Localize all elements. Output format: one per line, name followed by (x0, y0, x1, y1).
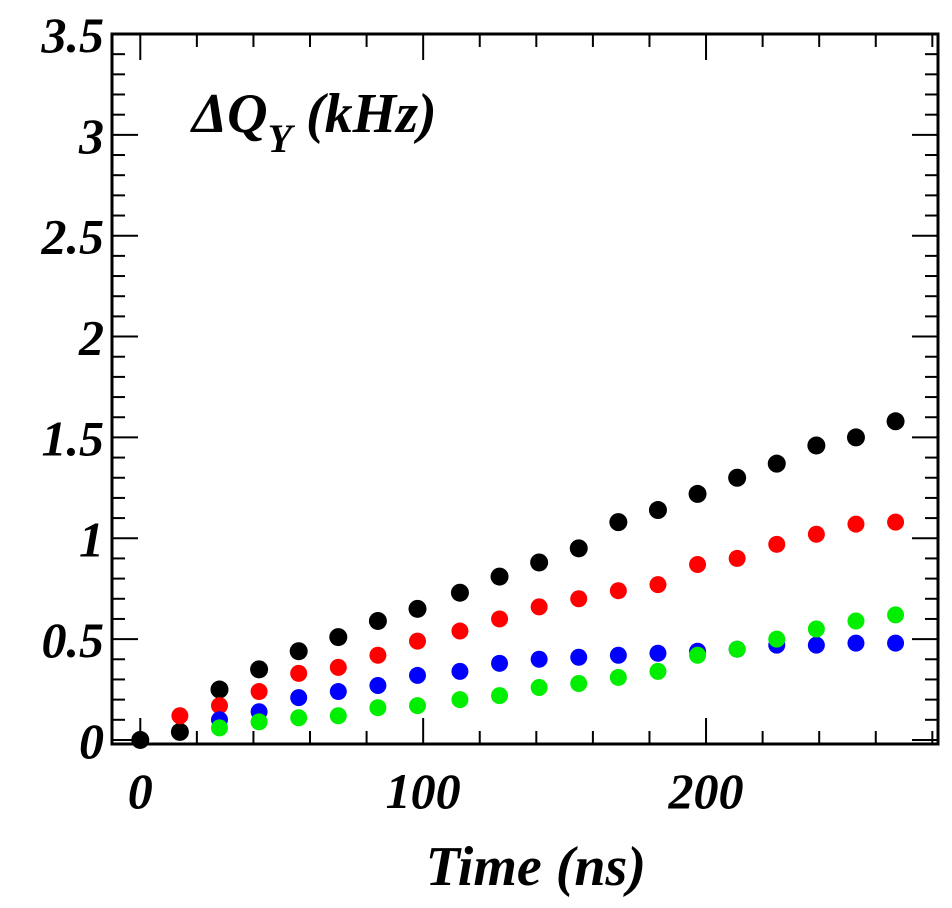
data-point (530, 679, 548, 697)
data-point (250, 713, 268, 731)
data-point (491, 654, 509, 672)
data-point (609, 513, 628, 532)
tick-labels: 0 0.5 1 1.5 2 2.5 3 3.5 0 100 200 (41, 7, 744, 819)
data-point (210, 719, 228, 737)
y-tick-label: 1 (79, 511, 104, 567)
data-point (847, 515, 865, 533)
data-point (728, 640, 746, 658)
series-1 (171, 513, 905, 725)
data-point (530, 553, 549, 572)
data-points (131, 412, 905, 749)
data-point (491, 610, 509, 628)
data-point (210, 680, 229, 699)
data-point (807, 525, 825, 543)
series-3 (210, 606, 905, 737)
data-point (250, 683, 268, 701)
data-point (609, 668, 627, 686)
data-point (369, 646, 387, 664)
y-tick-label: 1.5 (42, 410, 105, 466)
data-point (887, 634, 905, 652)
data-point (290, 709, 308, 727)
data-point (728, 468, 747, 487)
data-point (807, 436, 826, 455)
data-point (409, 666, 427, 684)
data-point (250, 660, 269, 679)
data-point (609, 646, 627, 664)
data-point (369, 677, 387, 695)
data-point (491, 687, 509, 705)
data-point (807, 620, 825, 638)
annotation-suffix: (kHz) (292, 83, 437, 145)
data-point (649, 644, 667, 662)
data-point (368, 611, 387, 630)
data-point (289, 642, 308, 661)
data-point (451, 662, 469, 680)
y-tick-label: 2.5 (41, 209, 105, 265)
data-point (570, 648, 588, 666)
data-point (609, 582, 627, 600)
data-point (767, 454, 786, 473)
data-point (170, 722, 189, 741)
data-point (728, 549, 746, 567)
data-point (570, 674, 588, 692)
y-tick-label: 0.5 (42, 612, 105, 668)
data-point (648, 501, 667, 520)
data-point (886, 412, 905, 431)
data-point (329, 628, 348, 647)
data-point (846, 428, 865, 447)
data-point (807, 636, 825, 654)
data-point (768, 630, 786, 648)
data-point (570, 590, 588, 608)
data-point (451, 691, 469, 709)
x-tick-label: 100 (386, 763, 461, 819)
y-tick-label: 2 (78, 310, 104, 366)
data-point (451, 622, 469, 640)
data-point (689, 555, 707, 573)
data-point (290, 689, 308, 707)
data-point (329, 707, 347, 725)
data-point (530, 650, 548, 668)
data-point (490, 567, 509, 586)
x-tick-label: 200 (668, 763, 744, 819)
data-point (649, 576, 667, 594)
x-tick-label: 0 (128, 763, 153, 819)
data-point (409, 697, 427, 715)
data-point (171, 707, 189, 725)
data-point (569, 539, 588, 558)
x-axis-title: Time (ns) (426, 836, 646, 898)
y-tick-label: 3 (78, 108, 104, 164)
data-point (210, 697, 228, 715)
data-point (329, 658, 347, 676)
data-point (688, 484, 707, 503)
data-point (847, 612, 865, 630)
data-point (689, 646, 707, 664)
chart-annotation: ΔQY (kHz) (190, 83, 437, 161)
data-point (409, 632, 427, 650)
data-point (887, 513, 905, 531)
data-point (131, 730, 150, 749)
series-0 (131, 412, 905, 749)
data-point (649, 662, 667, 680)
data-point (530, 598, 548, 616)
series-2 (210, 634, 905, 729)
data-point (290, 664, 308, 682)
y-tick-label: 0 (79, 713, 104, 769)
plot-frame (110, 32, 940, 746)
data-point (768, 535, 786, 553)
annotation-prefix: ΔQ (190, 83, 268, 145)
data-point (847, 634, 865, 652)
data-point (887, 606, 905, 624)
data-point (408, 599, 427, 618)
data-point (450, 583, 469, 602)
annotation-subscript: Y (268, 116, 296, 161)
data-point (369, 699, 387, 717)
data-point (329, 683, 347, 701)
y-tick-label: 3.5 (41, 7, 105, 63)
